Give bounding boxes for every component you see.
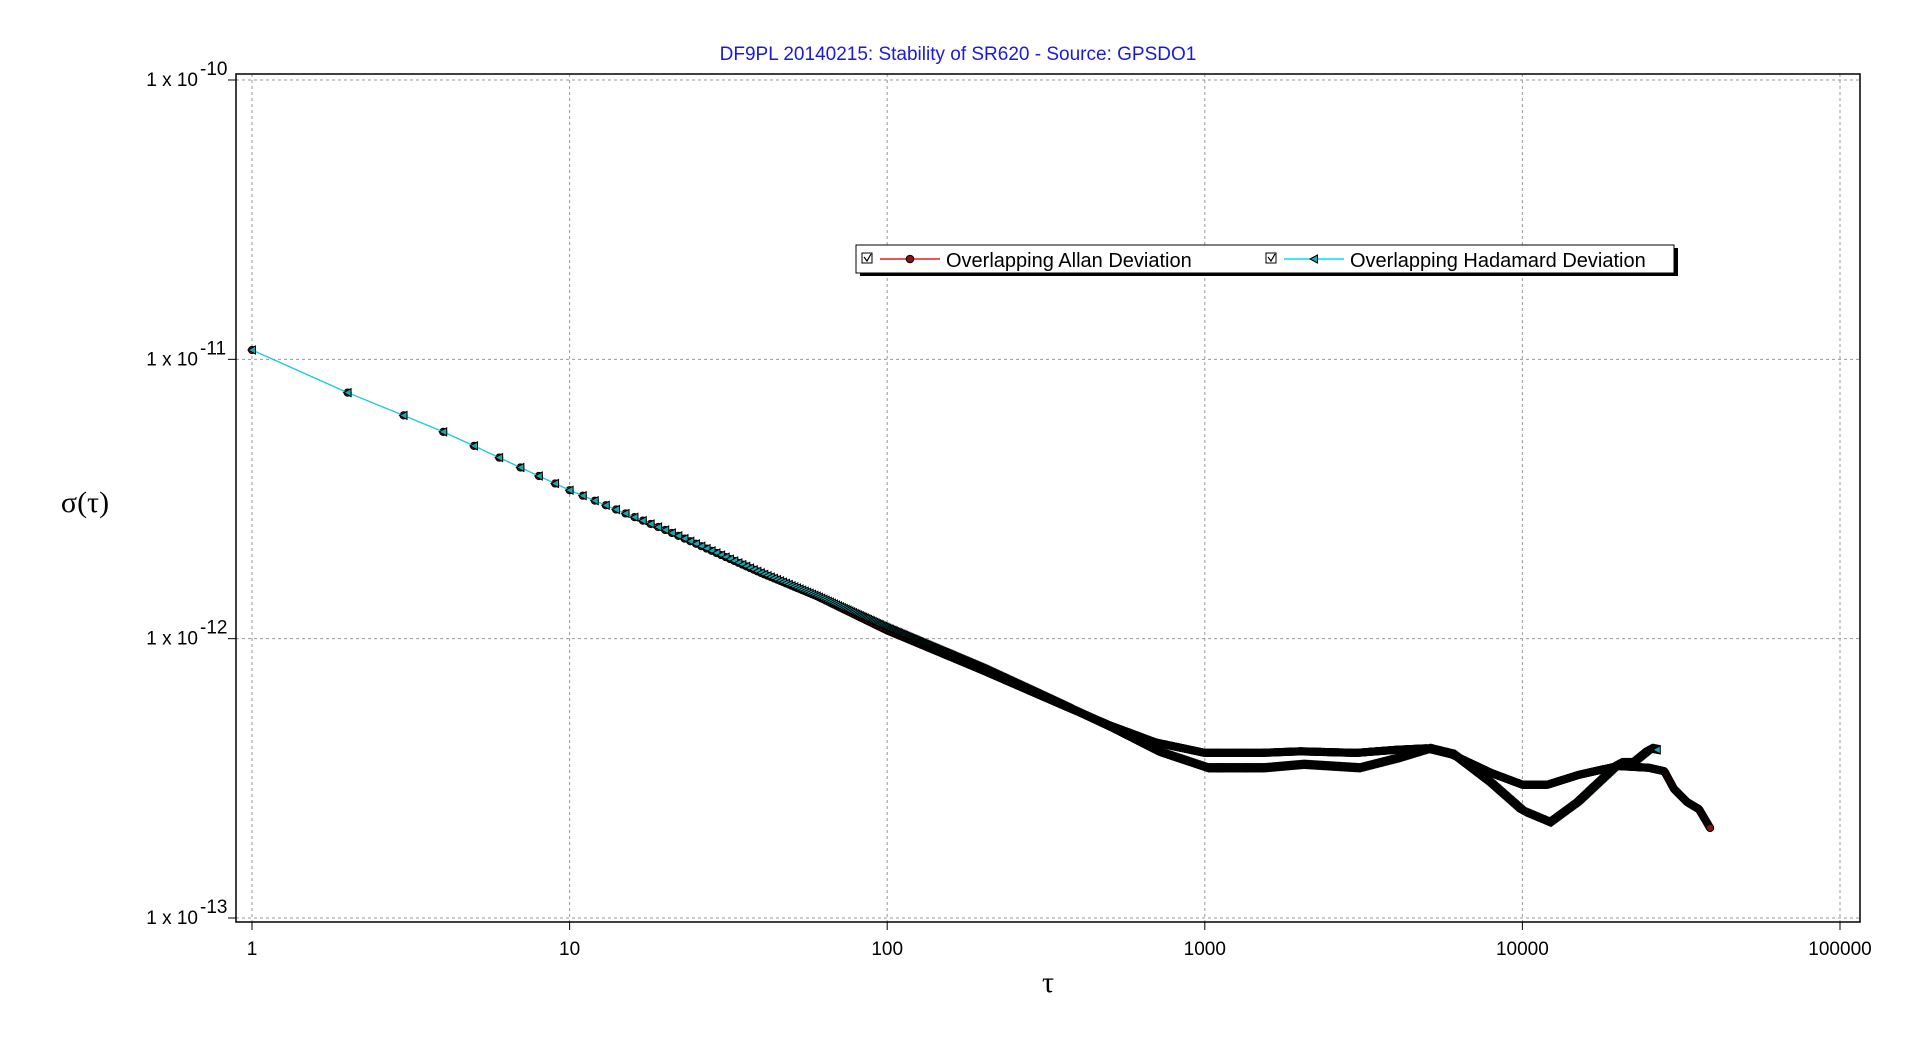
series-line — [251, 349, 1711, 829]
data-point — [342, 387, 352, 398]
x-tick-label: 1 — [247, 939, 258, 960]
data-point — [645, 519, 655, 529]
data-point — [246, 345, 256, 355]
check-icon — [1267, 253, 1276, 263]
data-point — [589, 495, 599, 506]
y-axis-label: σ(τ) — [61, 486, 109, 519]
y-tick-label: 1 x 10 — [146, 70, 198, 91]
data-point — [577, 490, 587, 501]
data-point — [494, 452, 504, 463]
x-axis-label: τ — [1042, 966, 1054, 999]
x-tick-label: 1000 — [1184, 939, 1226, 960]
check-icon — [863, 253, 872, 263]
legend-label: Overlapping Hadamard Deviation — [1350, 250, 1646, 272]
legend-marker — [905, 254, 915, 264]
x-axis-ticks: 1 10 100 1000 10000 100000 — [247, 922, 1872, 960]
y-tick-exponent: -12 — [200, 618, 227, 639]
data-point — [629, 512, 639, 522]
data-point — [610, 504, 621, 515]
y-tick-exponent: -11 — [200, 338, 226, 359]
y-tick-exponent: -13 — [200, 897, 227, 918]
x-tick-label: 100000 — [1808, 939, 1871, 960]
data-point — [666, 528, 676, 538]
legend-box — [855, 244, 1675, 274]
legend-entry[interactable]: Overlapping Allan Deviation — [861, 250, 1192, 272]
legend-checkbox[interactable] — [861, 252, 873, 264]
series-allan — [247, 345, 1715, 833]
data-point — [673, 531, 683, 541]
x-tick-label: 100 — [871, 939, 903, 960]
x-tick-label: 10000 — [1496, 939, 1549, 960]
x-tick-label: 10 — [559, 939, 580, 960]
data-point — [679, 533, 689, 544]
data-point — [660, 525, 670, 535]
data-point — [637, 515, 647, 526]
data-point — [1651, 744, 1661, 755]
legend: Overlapping Allan Deviation Overlapping H… — [855, 244, 1678, 276]
data-point — [515, 462, 525, 473]
legend-marker — [1308, 254, 1318, 264]
data-point — [600, 500, 610, 511]
plot-frame — [235, 73, 1861, 923]
data-point — [620, 508, 630, 519]
legend-entry[interactable]: Overlapping Hadamard Deviation — [1265, 250, 1646, 272]
data-point — [398, 410, 408, 421]
legend-checkbox[interactable] — [1265, 252, 1277, 264]
chart-title: DF9PL 20140215: Stability of SR620 - Sou… — [720, 44, 1197, 65]
data-point — [1706, 823, 1715, 833]
series-layer — [246, 345, 1715, 833]
y-tick-label: 1 x 10 — [146, 908, 198, 929]
y-tick-label: 1 x 10 — [146, 629, 198, 650]
data-point — [468, 441, 478, 451]
series-hadamard — [246, 345, 1661, 828]
legend-label: Overlapping Allan Deviation — [946, 250, 1192, 272]
data-point — [564, 485, 574, 496]
data-point — [438, 427, 448, 437]
y-axis-ticks: 1 x 10-101 x 10-111 x 10-121 x 10-13 — [146, 59, 236, 929]
data-point — [550, 478, 560, 489]
data-point — [533, 471, 543, 481]
y-tick-label: 1 x 10 — [146, 349, 198, 370]
data-point — [653, 522, 663, 532]
grid — [236, 74, 1860, 922]
y-tick-exponent: -10 — [200, 59, 227, 80]
